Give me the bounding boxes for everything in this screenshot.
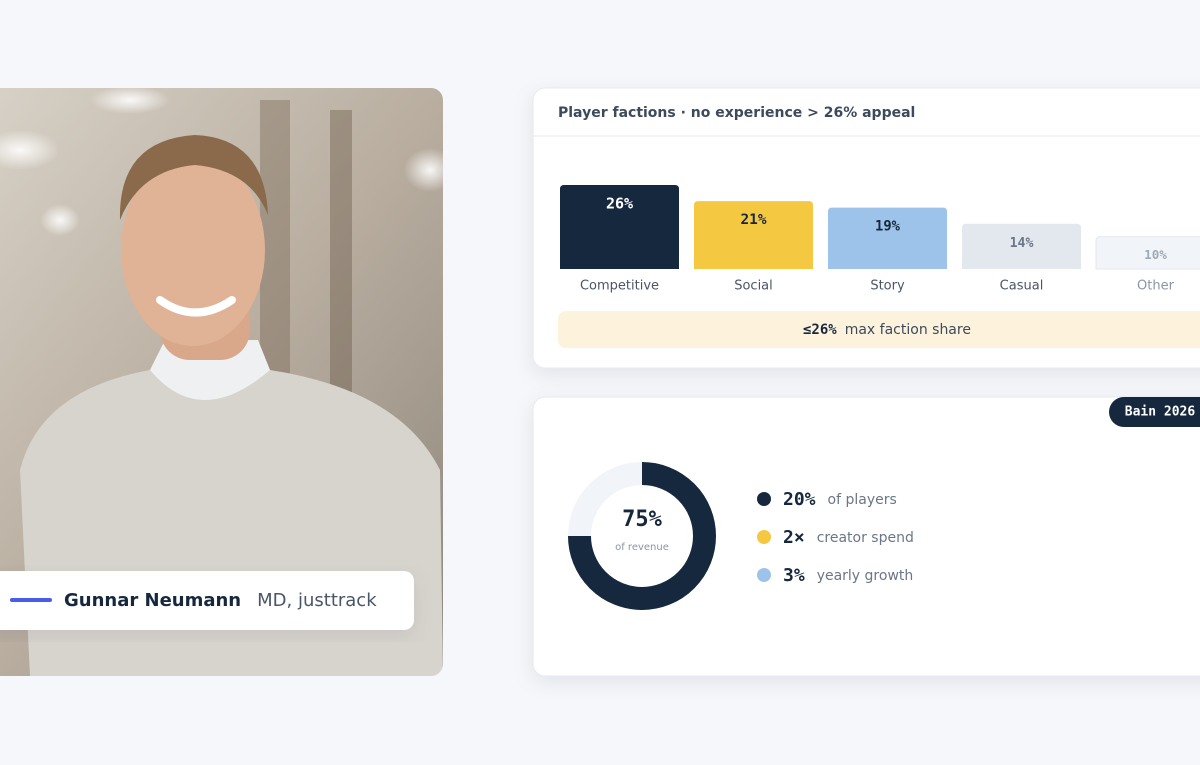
donut-arc	[568, 462, 716, 610]
donut-chart	[568, 462, 716, 610]
stat-value: 2×	[783, 527, 805, 548]
stat-dot	[757, 530, 771, 544]
donut-caption: of revenue	[615, 542, 669, 553]
stat-text: of players	[828, 492, 897, 508]
stat-dot	[757, 568, 771, 582]
bar	[1095, 236, 1200, 270]
bar-value-label: 10%	[1144, 247, 1167, 262]
stat-value: 3%	[783, 565, 805, 586]
bar-value-label: 14%	[1010, 236, 1034, 251]
bar-value-label: 19%	[875, 219, 901, 235]
caption-card	[0, 571, 414, 630]
bar	[962, 223, 1081, 269]
stats: 20% of players 2× creator spend 3% yearly gro…	[757, 489, 914, 586]
category-label: Casual	[1000, 279, 1044, 294]
person-name: Gunnar Neumann	[64, 590, 241, 611]
bar-value-label: 26%	[606, 195, 633, 213]
stat-text: creator spend	[817, 530, 914, 546]
bar	[560, 185, 679, 269]
category-label: Competitive	[580, 279, 659, 294]
stat-value: 20%	[783, 489, 816, 510]
badge-text: Bain 2026	[1125, 405, 1196, 420]
stat-dot	[757, 492, 771, 506]
note-bar	[558, 311, 1200, 348]
category-label: Story	[870, 279, 905, 294]
bar	[828, 207, 947, 269]
revenue-card	[532, 396, 1200, 677]
note-text: max faction share	[845, 322, 971, 338]
person-role: MD, justtrack	[257, 590, 377, 611]
note-value: ≤26%	[803, 322, 837, 338]
badge	[1109, 397, 1200, 427]
category-label: Social	[734, 279, 773, 294]
bar-chart: 26% Competitive 21% Social 19% Story 14% Casual…	[560, 185, 1200, 294]
stat-text: yearly growth	[817, 568, 914, 584]
category-label: Other	[1137, 279, 1175, 294]
card-title: Player factions · no experience > 26% ap…	[558, 105, 915, 121]
bar	[694, 201, 813, 269]
donut-value: 75%	[622, 507, 662, 532]
bar-value-label: 21%	[741, 212, 767, 228]
profile-photo	[0, 88, 443, 676]
